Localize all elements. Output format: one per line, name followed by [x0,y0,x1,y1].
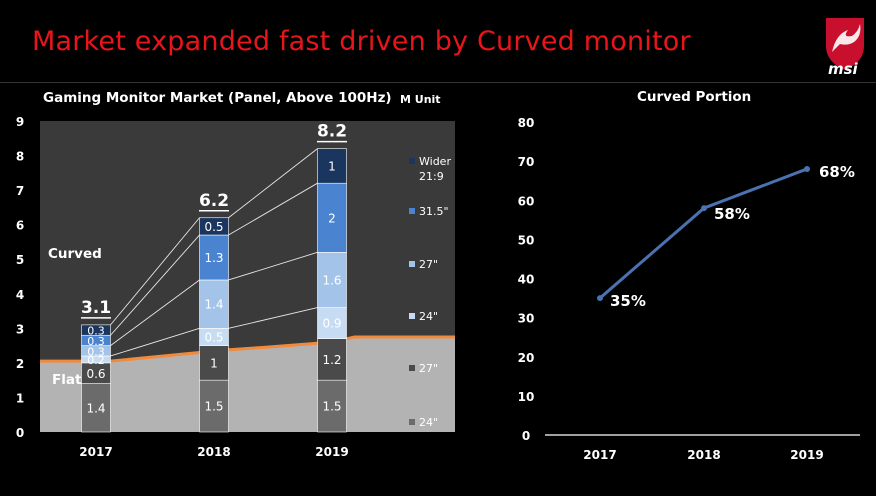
total-label: 8.2 [317,122,347,142]
market-chart-unit: M Unit [400,93,441,106]
y-tick-label: 9 [16,115,24,129]
segment-value-label: 0.5 [204,330,223,344]
connector-line [110,279,200,346]
bar-segment [199,379,229,433]
connector-line [110,217,200,326]
segment-value-label: 2 [328,211,336,225]
legend-label: 27" [419,362,438,375]
legend-label: 31.5" [419,205,449,218]
x-tick-label: 2017 [79,445,112,459]
market-chart-title: Gaming Monitor Market (Panel, Above 100H… [43,90,392,106]
segment-value-label: 0.3 [87,325,105,338]
y-tick-label: 8 [16,150,24,164]
segment-value-label: 0.2 [87,354,105,367]
flat-trend-line [40,335,455,363]
legend-swatch [409,419,415,425]
segment-value-label: 1.5 [204,400,223,414]
connector-line [228,182,318,236]
total-label: 3.1 [81,298,111,318]
flat-group-label: Flat [52,372,82,388]
legend-label: 21:9 [419,170,444,183]
segment-value-label: 0.3 [87,335,105,348]
y-tick-label: 7 [16,184,24,198]
segment-value-label: 0.6 [86,367,105,381]
segment-value-label: 1.5 [322,400,341,414]
y-tick-label: 3 [16,322,24,336]
y-tick-label: 4 [16,288,24,302]
connector-line [228,251,318,281]
segment-labels: 1.40.60.20.30.30.31.510.51.41.30.51.51.2… [86,159,341,415]
curved-group-label: Curved [48,246,102,262]
bar-segment [317,307,347,340]
msi-dragon-logo [826,18,864,70]
header-divider [0,82,876,83]
bar-segment [199,279,229,329]
page-title: Market expanded fast driven by Curved mo… [32,26,691,57]
chart-legend: Wider 21:9 31.5" 27" 24" 27" 24" [409,155,451,429]
x-axis-ticks: 2017 2018 2019 [79,445,348,459]
legend-label: 24" [419,416,438,429]
stacked-bars [81,148,347,433]
total-label: 6.2 [199,191,229,211]
bar-segment [317,379,347,433]
connector-line [228,148,318,219]
segment-value-label: 1.2 [322,353,341,367]
segment-value-label: 1.3 [204,251,223,265]
bar-segment [199,234,229,281]
legend-swatch [409,158,415,164]
segment-value-label: 0.9 [322,317,341,331]
x-tick-label: 2019 [315,445,348,459]
connector-line [110,234,200,336]
segment-value-label: 1.6 [322,273,341,287]
legend-label: 27" [419,258,438,271]
bar-segment [317,252,347,308]
segment-value-label: 1 [328,159,336,173]
y-tick-label: 2 [16,357,24,371]
bar-totals: 3.1 6.2 8.2 [81,122,347,319]
legend-swatch [409,313,415,319]
y-axis-ticks: 0 1 2 3 4 5 6 7 8 9 [16,115,24,440]
legend-swatch [409,365,415,371]
legend-label: 24" [419,310,438,323]
curved-portion-title: Curved Portion [637,89,752,105]
legend-label: Wider [419,155,451,168]
msi-logo-text: msi [828,60,858,78]
flat-area [40,336,455,432]
y-tick-label: 1 [16,391,24,405]
legend-swatch [409,208,415,214]
segment-value-label: 1.4 [86,401,105,415]
bar-segment [317,148,347,184]
segment-value-label: 1.4 [204,298,223,312]
segment-value-label: 0.3 [87,345,105,358]
y-tick-label: 6 [16,219,24,233]
y-tick-label: 5 [16,253,24,267]
legend-swatch [409,261,415,267]
bar-segment [81,324,111,336]
y-tick-label: 0 [16,426,24,440]
bar-segment [199,217,229,236]
growth-connectors [110,148,318,357]
segment-value-label: 0.5 [204,220,223,234]
bar-segment [199,345,229,381]
bar-segment [81,383,111,433]
connector-line [228,307,318,329]
x-tick-label: 2018 [197,445,230,459]
connector-line [110,327,200,357]
segment-value-label: 1 [210,356,218,370]
